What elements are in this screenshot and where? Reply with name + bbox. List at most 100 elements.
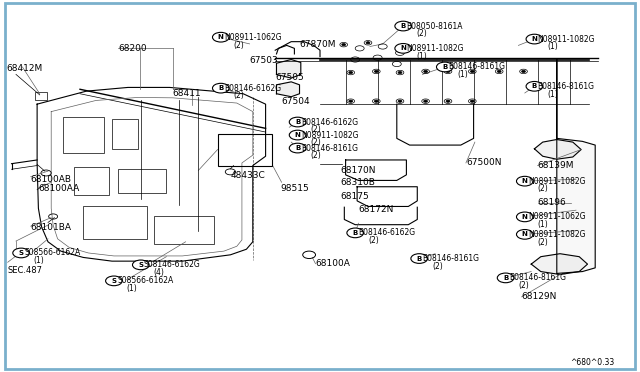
Circle shape <box>516 212 533 222</box>
Circle shape <box>446 100 450 102</box>
Circle shape <box>347 228 364 238</box>
Text: 68411: 68411 <box>173 89 202 97</box>
Text: N: N <box>531 36 538 42</box>
Text: 67505: 67505 <box>275 73 304 81</box>
Text: (4): (4) <box>154 268 164 277</box>
Text: N: N <box>522 214 528 220</box>
Text: N08911-1082G: N08911-1082G <box>301 131 358 140</box>
Circle shape <box>522 70 525 73</box>
Circle shape <box>424 100 428 102</box>
Text: 67500N: 67500N <box>466 158 501 167</box>
Text: S: S <box>19 250 24 256</box>
Circle shape <box>212 32 229 42</box>
Text: B: B <box>417 256 422 262</box>
Polygon shape <box>531 254 588 275</box>
Text: (2): (2) <box>416 29 427 38</box>
Text: (2): (2) <box>310 138 321 147</box>
Text: 68139M: 68139M <box>538 161 574 170</box>
Text: S08566-6162A: S08566-6162A <box>24 248 81 257</box>
Text: 68100AB: 68100AB <box>31 175 72 184</box>
Text: ^680^0.33: ^680^0.33 <box>570 358 614 367</box>
Text: (2): (2) <box>310 125 321 134</box>
Circle shape <box>349 100 353 102</box>
Text: N08911-1082G: N08911-1082G <box>406 44 464 53</box>
Text: N08911-1082G: N08911-1082G <box>528 177 586 186</box>
Text: 68175: 68175 <box>340 192 369 201</box>
Text: (2): (2) <box>310 151 321 160</box>
Text: (2): (2) <box>234 41 244 50</box>
Text: (2): (2) <box>518 281 529 290</box>
Text: (1): (1) <box>127 284 138 293</box>
Circle shape <box>446 70 450 73</box>
Text: S08566-6162A: S08566-6162A <box>117 276 173 285</box>
Text: 48433C: 48433C <box>230 171 265 180</box>
Circle shape <box>516 230 533 239</box>
Text: 68100AA: 68100AA <box>38 184 79 193</box>
Polygon shape <box>557 60 595 273</box>
Circle shape <box>398 71 402 74</box>
Text: 68310B: 68310B <box>340 178 375 187</box>
Text: B: B <box>442 64 447 70</box>
Circle shape <box>497 70 501 73</box>
Text: B08146-6162G: B08146-6162G <box>224 84 281 93</box>
Text: 68200: 68200 <box>118 44 147 53</box>
Circle shape <box>366 42 370 44</box>
Text: N08911-1082G: N08911-1082G <box>538 35 595 44</box>
Text: (1): (1) <box>458 70 468 79</box>
Text: N: N <box>522 178 528 184</box>
Text: 67503: 67503 <box>250 56 278 65</box>
Text: N: N <box>522 231 528 237</box>
Circle shape <box>289 143 306 153</box>
Text: B: B <box>503 275 508 281</box>
Text: B: B <box>401 23 406 29</box>
Circle shape <box>13 248 29 258</box>
Polygon shape <box>276 82 300 97</box>
Text: B08146-6162G: B08146-6162G <box>358 228 415 237</box>
Text: (1): (1) <box>416 52 427 61</box>
Text: (2): (2) <box>432 262 443 271</box>
Circle shape <box>526 81 543 91</box>
Text: 67870M: 67870M <box>300 40 336 49</box>
Text: (2): (2) <box>234 92 244 100</box>
Text: B08146-8161G: B08146-8161G <box>509 273 566 282</box>
Text: S: S <box>111 278 116 284</box>
Text: S: S <box>138 262 143 268</box>
Text: B08146-8161G: B08146-8161G <box>301 144 358 153</box>
Text: 68412M: 68412M <box>6 64 43 73</box>
Text: 68170N: 68170N <box>340 166 376 174</box>
Text: B: B <box>532 83 537 89</box>
Circle shape <box>516 176 533 186</box>
Text: B08146-8161G: B08146-8161G <box>448 62 505 71</box>
Text: 68196: 68196 <box>538 198 566 207</box>
Text: (2): (2) <box>538 238 548 247</box>
Circle shape <box>349 71 353 74</box>
Circle shape <box>374 70 378 73</box>
Text: 68172N: 68172N <box>358 205 394 214</box>
Text: B: B <box>295 145 300 151</box>
Circle shape <box>289 130 306 140</box>
Text: N: N <box>400 45 406 51</box>
Text: 67504: 67504 <box>282 97 310 106</box>
Text: B: B <box>218 85 223 91</box>
Text: B08146-6162G: B08146-6162G <box>301 118 358 126</box>
Text: N08911-1062G: N08911-1062G <box>528 212 586 221</box>
Circle shape <box>424 70 428 73</box>
Circle shape <box>497 273 514 283</box>
Circle shape <box>132 260 149 270</box>
Text: B: B <box>353 230 358 236</box>
Circle shape <box>342 44 346 46</box>
Text: (1): (1) <box>33 256 44 265</box>
Text: N08911-1082G: N08911-1082G <box>528 230 586 239</box>
Text: 68101BA: 68101BA <box>31 223 72 232</box>
Text: B: B <box>295 119 300 125</box>
Text: 98515: 98515 <box>280 185 309 193</box>
Text: N: N <box>218 34 224 40</box>
Circle shape <box>436 62 453 72</box>
Text: (1): (1) <box>547 42 558 51</box>
Text: S08146-6162G: S08146-6162G <box>144 260 201 269</box>
Text: B08050-8161A: B08050-8161A <box>406 22 463 31</box>
Circle shape <box>395 44 412 53</box>
Circle shape <box>395 21 412 31</box>
Text: N: N <box>294 132 301 138</box>
Text: (2): (2) <box>538 185 548 193</box>
